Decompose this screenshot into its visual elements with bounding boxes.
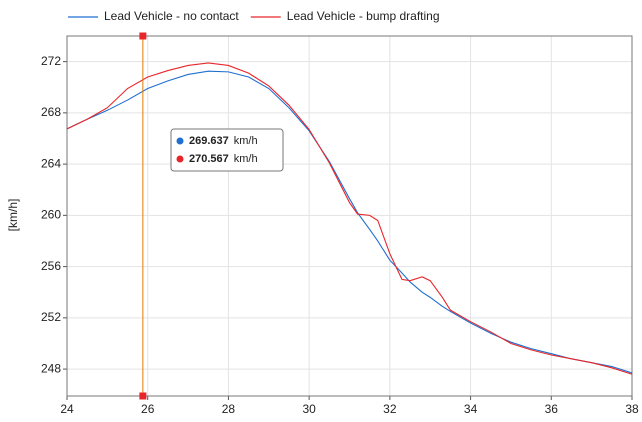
readout-box: [170, 128, 284, 172]
readout-unit: km/h: [234, 153, 258, 165]
x-tick-label: 30: [302, 402, 316, 416]
x-tick-label: 24: [60, 402, 74, 416]
y-tick-label: 260: [41, 208, 61, 222]
y-tick-label: 252: [41, 310, 61, 324]
readout-value: 269.637: [189, 135, 229, 147]
x-tick-label: 38: [625, 402, 639, 416]
y-tick-label: 264: [41, 156, 61, 170]
readout-unit: km/h: [234, 135, 258, 147]
x-tick-label: 32: [383, 402, 397, 416]
series-line: [66, 70, 633, 374]
x-tick-label: 36: [545, 402, 559, 416]
legend-label: Lead Vehicle - no contact: [104, 9, 239, 23]
series-line: [66, 62, 633, 375]
y-tick-label: 248: [41, 361, 61, 375]
readout-value: 270.567: [189, 153, 229, 165]
readout-dot: [176, 155, 184, 163]
readout-dot: [176, 137, 184, 145]
x-tick-label: 28: [222, 402, 236, 416]
cursor-handle: [139, 32, 147, 40]
y-axis-label: [km/h]: [6, 199, 20, 232]
plot-frame: [66, 35, 633, 397]
y-tick-label: 272: [41, 54, 61, 68]
x-tick-label: 26: [141, 402, 155, 416]
cursor-handle: [139, 392, 147, 400]
legend-label: Lead Vehicle - bump drafting: [287, 9, 440, 23]
y-tick-label: 256: [41, 259, 61, 273]
x-tick-label: 34: [464, 402, 478, 416]
y-tick-label: 268: [41, 105, 61, 119]
